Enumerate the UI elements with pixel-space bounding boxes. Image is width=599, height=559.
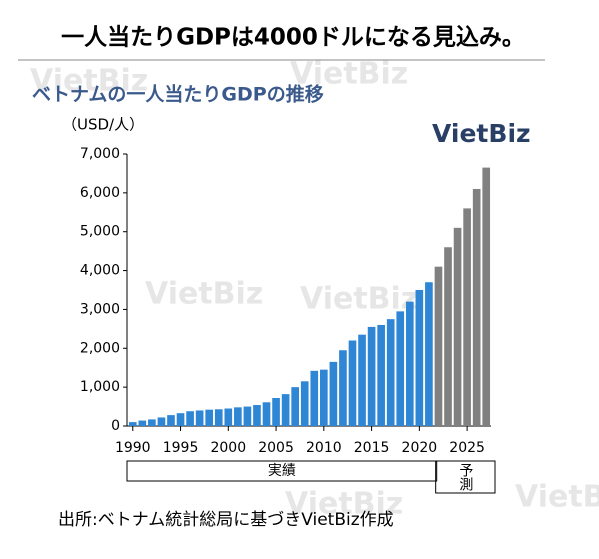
x-tick-label: 1990 — [115, 440, 151, 456]
source: 出所:ベトナム統計総局に基づきVietBiz作成 — [58, 510, 394, 530]
legend-box — [126, 460, 438, 482]
bar — [405, 301, 414, 426]
bar — [148, 419, 156, 426]
y-tick-label: 4,000 — [80, 263, 120, 279]
bar — [339, 350, 347, 426]
chart-title: ベトナムの一人当たりGDPの推移 — [32, 83, 324, 106]
bar — [205, 409, 214, 426]
bar — [386, 319, 395, 426]
y-tick-label: 3,000 — [80, 301, 120, 317]
x-tick-label: 2010 — [306, 440, 342, 456]
bar — [272, 398, 280, 426]
x-tick-label: 2015 — [354, 440, 390, 456]
bar — [234, 407, 242, 426]
bar — [214, 409, 223, 426]
bar — [157, 417, 166, 426]
bar — [415, 290, 424, 426]
bar — [281, 394, 290, 426]
watermark: VietBiz — [285, 487, 403, 522]
bar — [262, 402, 271, 426]
bar — [377, 324, 385, 426]
bar — [425, 282, 433, 426]
bar — [329, 361, 338, 426]
logo: VietBiz — [432, 119, 531, 148]
y-tick-label: 1,000 — [80, 379, 120, 395]
x-tick-label: 2000 — [210, 440, 246, 456]
x-tick-label: 1995 — [163, 440, 199, 456]
bar — [310, 370, 319, 426]
y-tick-label: 0 — [111, 418, 120, 434]
bar — [176, 413, 185, 426]
bar — [300, 381, 309, 426]
watermark: VietBiz — [145, 277, 263, 312]
bar — [453, 227, 462, 426]
watermark: VietBiz — [290, 57, 408, 92]
bar — [186, 411, 194, 426]
y-axis-label: （USD/人） — [62, 116, 144, 134]
bar — [291, 387, 299, 426]
bar — [167, 415, 175, 426]
x-tick-label: 2025 — [449, 440, 485, 456]
legend-box — [435, 460, 496, 494]
bar — [482, 167, 491, 426]
bar — [253, 405, 261, 426]
bar — [434, 266, 443, 426]
watermark: VietBiz — [515, 480, 599, 515]
bar — [367, 326, 376, 426]
y-tick-label: 7,000 — [80, 146, 120, 162]
bar — [138, 420, 147, 426]
y-tick-label: 6,000 — [80, 185, 120, 201]
bar — [320, 369, 328, 426]
watermark: VietBiz — [300, 282, 418, 317]
x-tick-label: 2020 — [402, 440, 438, 456]
bar — [358, 334, 366, 426]
bar — [348, 340, 357, 426]
bar — [128, 422, 137, 426]
bar — [224, 408, 233, 426]
bar — [243, 406, 252, 426]
page-title: 一人当たりGDPは4000ドルになる見込み。 — [61, 25, 525, 51]
legend-label: 予測 — [457, 463, 473, 492]
x-tick-label: 2005 — [258, 440, 294, 456]
bar — [396, 311, 405, 426]
bar — [444, 247, 452, 426]
y-tick-label: 5,000 — [80, 224, 120, 240]
watermark: VietBiz — [30, 64, 148, 99]
bar — [463, 208, 471, 426]
bar — [195, 410, 204, 426]
legend-label: 実績 — [268, 463, 296, 479]
bar — [472, 188, 481, 426]
y-tick-label: 2,000 — [80, 340, 120, 356]
